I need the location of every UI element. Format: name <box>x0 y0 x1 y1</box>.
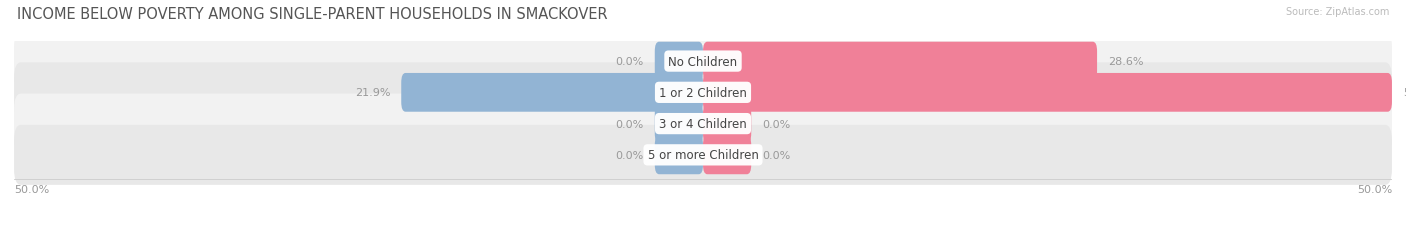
Text: 21.9%: 21.9% <box>354 88 391 98</box>
FancyBboxPatch shape <box>703 105 751 143</box>
Text: 0.0%: 0.0% <box>616 119 644 129</box>
Text: 28.6%: 28.6% <box>1108 57 1143 67</box>
FancyBboxPatch shape <box>14 125 1392 185</box>
FancyBboxPatch shape <box>703 43 1097 81</box>
Text: No Children: No Children <box>668 55 738 68</box>
Text: 0.0%: 0.0% <box>616 57 644 67</box>
FancyBboxPatch shape <box>14 32 1392 92</box>
FancyBboxPatch shape <box>401 74 703 112</box>
FancyBboxPatch shape <box>655 136 703 174</box>
FancyBboxPatch shape <box>655 105 703 143</box>
Text: 5 or more Children: 5 or more Children <box>648 149 758 162</box>
Text: 50.0%: 50.0% <box>1357 184 1392 194</box>
Text: INCOME BELOW POVERTY AMONG SINGLE-PARENT HOUSEHOLDS IN SMACKOVER: INCOME BELOW POVERTY AMONG SINGLE-PARENT… <box>17 7 607 22</box>
Text: 0.0%: 0.0% <box>762 150 790 160</box>
FancyBboxPatch shape <box>14 94 1392 154</box>
Text: 1 or 2 Children: 1 or 2 Children <box>659 86 747 99</box>
Text: Source: ZipAtlas.com: Source: ZipAtlas.com <box>1285 7 1389 17</box>
Text: 3 or 4 Children: 3 or 4 Children <box>659 118 747 131</box>
FancyBboxPatch shape <box>703 74 1392 112</box>
Text: 50.0%: 50.0% <box>14 184 49 194</box>
Text: 0.0%: 0.0% <box>616 150 644 160</box>
FancyBboxPatch shape <box>655 43 703 81</box>
FancyBboxPatch shape <box>703 136 751 174</box>
Text: 0.0%: 0.0% <box>762 119 790 129</box>
Text: 50.0%: 50.0% <box>1403 88 1406 98</box>
FancyBboxPatch shape <box>14 63 1392 123</box>
